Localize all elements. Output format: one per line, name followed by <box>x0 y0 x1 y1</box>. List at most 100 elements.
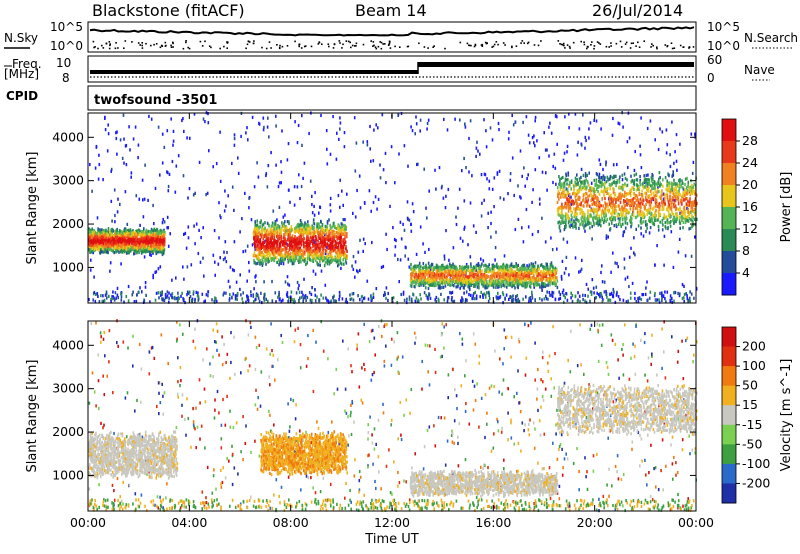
data-cell <box>187 236 190 240</box>
nsearch-point <box>568 45 571 48</box>
data-cell <box>278 263 280 267</box>
data-cell <box>679 211 681 215</box>
data-cell <box>254 226 257 230</box>
nsearch-point <box>141 44 143 47</box>
data-cell <box>273 259 276 263</box>
data-cell <box>444 284 447 288</box>
data-cell <box>137 230 140 234</box>
data-cell <box>123 248 126 253</box>
data-cell <box>356 188 358 193</box>
data-cell <box>598 158 601 162</box>
data-cell <box>458 187 461 191</box>
data-cell <box>284 257 286 261</box>
data-cell <box>302 176 304 180</box>
data-cell <box>159 229 162 233</box>
data-cell <box>134 125 137 129</box>
data-cell <box>261 245 264 249</box>
data-cell <box>340 253 343 258</box>
data-cell <box>99 236 101 240</box>
data-cell <box>141 239 144 243</box>
data-cell <box>331 231 333 235</box>
data-cell <box>131 231 133 235</box>
data-cell <box>385 232 387 236</box>
data-cell <box>506 264 509 268</box>
data-cell <box>354 215 357 219</box>
data-cell <box>514 227 517 232</box>
nsearch-point <box>362 43 365 46</box>
data-cell <box>268 242 270 246</box>
data-cell <box>151 250 153 254</box>
data-cell <box>278 181 281 185</box>
nsearch-point <box>355 42 358 45</box>
data-cell <box>276 240 278 244</box>
nsearch-point <box>670 42 673 44</box>
data-cell <box>284 246 287 250</box>
data-cell <box>325 234 327 238</box>
data-cell <box>139 223 141 227</box>
data-cell <box>305 231 308 235</box>
nsearch-point <box>511 46 513 49</box>
freq-bot-label: 8 <box>62 71 70 85</box>
nsearch-point <box>619 40 622 43</box>
data-cell <box>329 196 332 200</box>
data-cell <box>301 231 304 235</box>
data-cell <box>568 126 570 130</box>
data-cell <box>584 135 587 139</box>
data-cell <box>296 280 299 285</box>
nave-bot-label: 0 <box>707 71 715 85</box>
data-cell <box>676 168 678 172</box>
data-cell <box>296 253 299 257</box>
data-cell <box>106 250 108 254</box>
data-cell <box>438 166 441 170</box>
data-cell <box>415 115 417 119</box>
data-cell <box>671 120 673 124</box>
data-cell <box>503 277 506 281</box>
data-cell <box>544 148 547 152</box>
data-cell <box>342 228 344 232</box>
data-cell <box>187 225 190 229</box>
nsearch-point <box>470 44 472 47</box>
nsearch-point <box>389 41 391 43</box>
data-cell <box>686 206 688 211</box>
data-cell <box>260 231 263 235</box>
nsearch-point <box>338 40 341 42</box>
data-cell <box>273 255 276 260</box>
data-cell <box>343 255 345 259</box>
data-cell <box>377 126 379 130</box>
data-cell <box>605 236 608 240</box>
data-cell <box>419 118 422 122</box>
nsearch-point <box>561 44 564 46</box>
data-cell <box>446 128 449 132</box>
data-cell <box>410 125 412 129</box>
data-cell <box>483 198 485 202</box>
data-cell <box>248 206 250 210</box>
nsearch-point <box>268 41 271 43</box>
data-cell <box>123 161 125 165</box>
data-cell <box>223 209 226 213</box>
data-cell <box>622 234 624 238</box>
data-cell <box>278 234 280 238</box>
data-cell <box>566 150 568 154</box>
data-cell <box>119 233 121 237</box>
data-cell <box>399 220 402 224</box>
data-cell <box>280 181 282 185</box>
data-cell <box>505 263 508 267</box>
data-cell <box>475 154 477 158</box>
nsearch-point <box>563 44 565 47</box>
data-cell <box>346 256 348 260</box>
data-cell <box>261 229 264 234</box>
data-cell <box>136 247 139 251</box>
data-cell <box>525 278 527 283</box>
data-cell <box>633 168 636 172</box>
data-cell <box>290 241 293 245</box>
data-cell <box>426 127 428 131</box>
data-cell <box>140 239 142 243</box>
data-cell <box>500 285 502 289</box>
data-cell <box>338 251 341 255</box>
data-cell <box>622 125 624 129</box>
data-cell <box>293 203 296 207</box>
data-cell <box>270 240 273 244</box>
data-cell <box>278 225 281 229</box>
data-cell <box>335 231 338 235</box>
data-cell <box>692 160 695 164</box>
